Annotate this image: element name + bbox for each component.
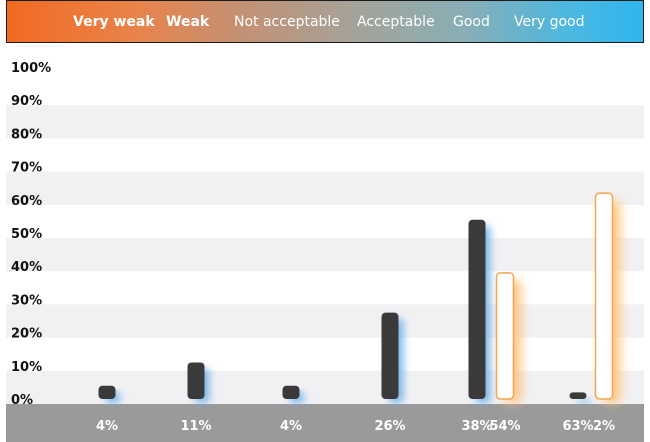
bars: [98, 192, 621, 403]
data-labels: 4% 11% 4% 26% 38% 63% 54% 2%: [96, 419, 615, 434]
bar-dark: [468, 219, 486, 399]
grid-band: [6, 105, 644, 139]
data-label: 26%: [374, 419, 405, 434]
y-tick-label: 10%: [11, 360, 42, 375]
y-tick-label: 60%: [11, 194, 42, 209]
bar-outline: [495, 272, 515, 400]
y-tick-label: 100%: [11, 61, 51, 76]
legend-good: Good: [453, 14, 490, 30]
y-tick-label: 70%: [11, 161, 42, 176]
y-tick-label: 90%: [11, 94, 42, 109]
legend-very-weak: Very weak: [73, 14, 155, 30]
legend-bar: Very weak Weak Not acceptable Acceptable…: [6, 0, 644, 43]
data-label: 4%: [96, 419, 118, 434]
y-tick-label: 0%: [11, 393, 33, 408]
legend-very-good: Very good: [514, 14, 585, 30]
grid-band: [6, 171, 644, 205]
data-label: 11%: [180, 419, 211, 434]
grid-bands: [6, 105, 644, 404]
bar-dark: [381, 312, 399, 399]
y-tick-label: 20%: [11, 327, 42, 342]
y-tick-label: 30%: [11, 293, 42, 308]
data-label: 63%: [562, 419, 593, 434]
legend-not-acceptable: Not acceptable: [234, 14, 340, 30]
bar-dark: [282, 385, 300, 399]
plot-area: [6, 43, 644, 403]
grid-band: [6, 304, 644, 338]
bar-glow: [576, 398, 592, 403]
bar-dark: [98, 385, 116, 399]
data-label: 54%: [489, 419, 520, 434]
bar-outline: [594, 192, 614, 400]
bar-dark: [187, 362, 205, 399]
data-label: 4%: [280, 419, 302, 434]
bar-dark: [569, 392, 587, 399]
data-label: 38%: [461, 419, 492, 434]
legend-weak: Weak: [166, 14, 210, 30]
y-tick-label: 50%: [11, 227, 42, 242]
data-label: 2%: [593, 419, 615, 434]
y-tick-label: 40%: [11, 260, 42, 275]
y-tick-label: 80%: [11, 127, 42, 142]
legend-acceptable: Acceptable: [357, 14, 435, 30]
grid-band: [6, 238, 644, 272]
y-axis: 0% 10% 20% 30% 40% 50% 60% 70% 80% 90% 100%: [11, 61, 51, 408]
